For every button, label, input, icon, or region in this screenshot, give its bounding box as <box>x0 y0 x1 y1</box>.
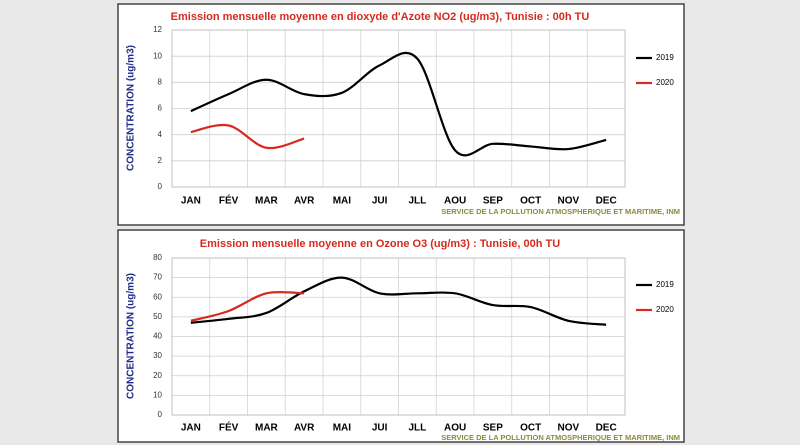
x-tick-label: SEP <box>483 423 503 434</box>
x-tick-label: DEC <box>596 423 617 434</box>
y-axis-label: CONCENTRATION (ug/m3) <box>126 273 137 399</box>
series-line <box>190 276 607 326</box>
y-tick-label: 0 <box>158 410 163 419</box>
plot-frame <box>171 257 626 416</box>
y-axis-label: CONCENTRATION (ug/m3) <box>126 45 137 171</box>
legend-label: 2020 <box>656 78 674 87</box>
x-tick-label: MAR <box>255 196 279 207</box>
x-tick-label: AOU <box>444 423 466 434</box>
x-tick-label: OCT <box>520 423 541 434</box>
x-tick-label: JLL <box>408 196 426 207</box>
x-tick-label: JAN <box>181 196 201 207</box>
plot-frame <box>171 29 626 188</box>
y-tick-label: 40 <box>153 332 162 341</box>
y-tick-label: 6 <box>158 104 163 113</box>
chart-title: Emission mensuelle moyenne en dioxyde d'… <box>171 11 590 23</box>
x-tick-label: JUI <box>372 196 388 207</box>
source-note: SERVICE DE LA POLLUTION ATMOSPHERIQUE ET… <box>441 207 680 216</box>
x-tick-label: SEP <box>483 196 503 207</box>
x-tick-label: FÉV <box>219 194 239 207</box>
x-tick-label: NOV <box>558 196 580 207</box>
x-tick-label: AVR <box>294 196 315 207</box>
x-tick-label: DEC <box>596 196 617 207</box>
x-tick-label: JLL <box>408 423 426 434</box>
y-tick-label: 10 <box>153 390 162 399</box>
y-tick-label: 70 <box>153 273 162 282</box>
x-tick-label: NOV <box>558 423 580 434</box>
series-line <box>190 51 607 157</box>
y-tick-label: 60 <box>153 292 162 301</box>
y-tick-label: 10 <box>153 51 162 60</box>
x-tick-label: MAI <box>333 196 352 207</box>
y-tick-label: 80 <box>153 253 162 262</box>
x-tick-label: FÉV <box>219 421 239 434</box>
legend-label: 2019 <box>656 280 674 289</box>
y-tick-label: 2 <box>158 156 163 165</box>
x-tick-label: OCT <box>520 196 541 207</box>
panel <box>117 3 685 226</box>
series-line <box>190 290 305 322</box>
x-tick-label: MAR <box>255 423 279 434</box>
y-tick-label: 0 <box>158 182 163 191</box>
series-line <box>190 123 305 150</box>
y-tick-label: 20 <box>153 371 162 380</box>
y-tick-label: 12 <box>153 25 162 34</box>
y-tick-label: 8 <box>158 77 163 86</box>
source-note: SERVICE DE LA POLLUTION ATMOSPHERIQUE ET… <box>441 433 680 442</box>
panel <box>117 229 685 443</box>
legend-label: 2019 <box>656 53 674 62</box>
x-tick-label: MAI <box>333 423 352 434</box>
x-tick-label: JAN <box>181 423 201 434</box>
y-tick-label: 50 <box>153 312 162 321</box>
y-tick-label: 30 <box>153 351 162 360</box>
x-tick-label: AOU <box>444 196 466 207</box>
x-tick-label: JUI <box>372 423 388 434</box>
x-tick-label: AVR <box>294 423 315 434</box>
chart-title: Emission mensuelle moyenne en Ozone O3 (… <box>200 238 560 250</box>
y-tick-label: 4 <box>158 130 163 139</box>
legend-label: 2020 <box>656 305 674 314</box>
